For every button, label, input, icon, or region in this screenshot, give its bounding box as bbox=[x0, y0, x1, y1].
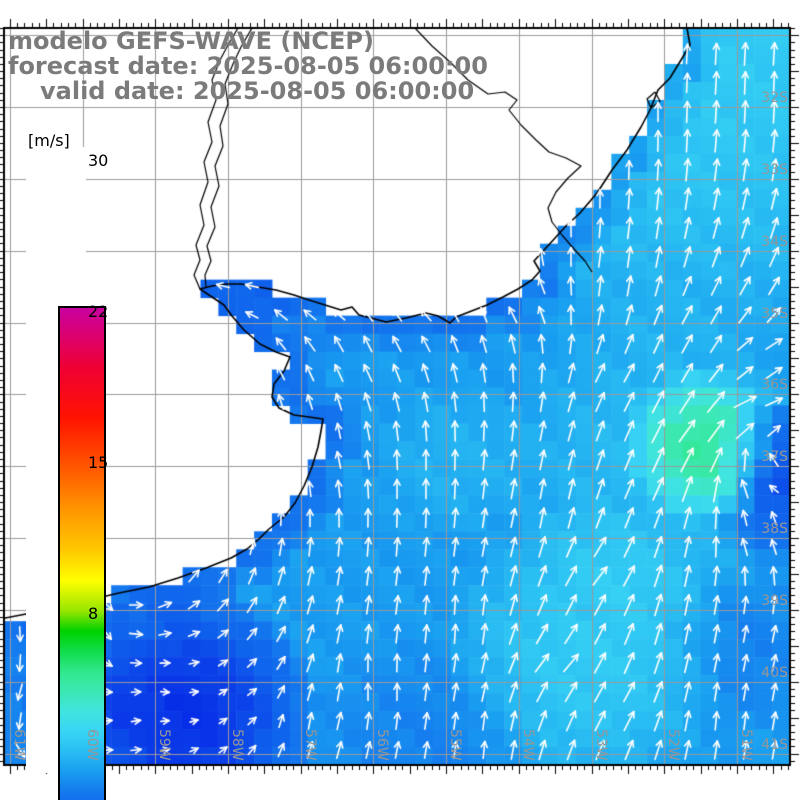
lon-label: 55W bbox=[447, 729, 463, 761]
colorbar-tick-label: 30 bbox=[88, 151, 109, 170]
lon-label: 59W bbox=[156, 729, 172, 761]
lon-label: 57W bbox=[302, 729, 318, 761]
lon-label: 52W bbox=[665, 729, 681, 761]
lat-label: 33S bbox=[761, 162, 788, 178]
lat-label: 36S bbox=[761, 377, 788, 393]
lon-label: 51W bbox=[738, 729, 754, 761]
colorbar-tick-label: 15 bbox=[88, 453, 109, 472]
lat-label: 34S bbox=[761, 234, 788, 250]
colorbar: [m/s] bbox=[26, 131, 106, 800]
lat-label: 32S bbox=[761, 90, 788, 106]
lon-label: 58W bbox=[229, 729, 245, 761]
lat-label: 38S bbox=[761, 521, 788, 537]
colorbar-tick-label: 22 bbox=[88, 302, 109, 321]
lat-label: 35S bbox=[761, 306, 788, 322]
colorbar-gradient bbox=[60, 308, 104, 800]
lon-label: 61W bbox=[11, 729, 27, 761]
lon-label: 53W bbox=[593, 729, 609, 761]
colorbar-unit-label: [m/s] bbox=[28, 131, 70, 150]
lon-label: 56W bbox=[374, 729, 390, 761]
lon-label: 54W bbox=[520, 729, 536, 761]
lat-label: 37S bbox=[761, 449, 788, 465]
colorbar-frame bbox=[58, 306, 106, 800]
lat-label: 40S bbox=[761, 665, 788, 681]
lat-label: 41S bbox=[761, 737, 788, 753]
colorbar-tick-label: 8 bbox=[88, 604, 99, 623]
lat-label: 39S bbox=[761, 593, 788, 609]
lon-label: 60W bbox=[84, 729, 100, 761]
